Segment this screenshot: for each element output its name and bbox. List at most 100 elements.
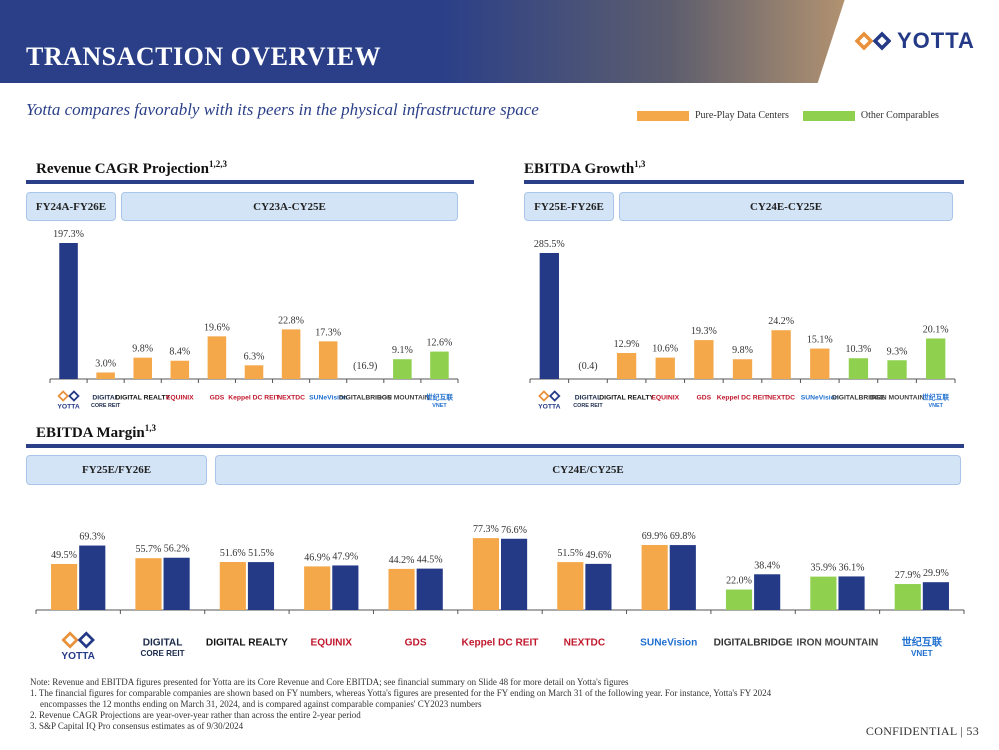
revenue-bar-label-1: 3.0% xyxy=(95,358,116,369)
growth-bar-label-4: 19.3% xyxy=(691,326,717,337)
footnote-general: Note: Revenue and EBITDA figures present… xyxy=(30,677,629,687)
revenue-yotta-mark-right-icon xyxy=(68,390,80,402)
revenue-logo-text-3: EQUINIX xyxy=(166,395,194,402)
margin-bar-label-s2-1: 56.2% xyxy=(164,544,190,555)
growth-bar-7 xyxy=(810,348,830,379)
legend-swatch-pure-play xyxy=(637,110,689,121)
growth-bar-8 xyxy=(848,358,869,379)
revenue-logo-text-6: NEXTDC xyxy=(277,395,305,402)
growth-logo-text-5: Keppel DC REIT xyxy=(717,395,769,402)
revenue-bar-label-5: 6.3% xyxy=(244,351,265,362)
growth-yotta-mark-left-icon xyxy=(538,390,550,402)
margin-bar-s2-3 xyxy=(332,565,359,610)
confidential-label: CONFIDENTIAL xyxy=(865,724,958,738)
margin-yotta-mark-right-icon xyxy=(77,631,95,649)
growth-bar-label-0: 285.5% xyxy=(534,239,565,250)
growth-logo-text-7: SUNeVision xyxy=(801,395,839,402)
revenue-logo-sub-1: CORE REIT xyxy=(91,403,121,409)
margin-bar-s1-9 xyxy=(810,576,837,610)
margin-bar-label-s1-9: 35.9% xyxy=(810,563,836,574)
margin-logo-sub-1: CORE REIT xyxy=(141,649,185,658)
margin-bar-s1-7 xyxy=(641,544,668,610)
margin-bar-s2-0 xyxy=(79,545,106,610)
margin-bar-label-s2-4: 44.5% xyxy=(417,555,443,566)
margin-bar-label-s1-1: 55.7% xyxy=(136,544,162,555)
margin-bar-s1-10 xyxy=(894,584,921,610)
growth-bar-label-5: 9.8% xyxy=(732,345,753,356)
revenue-bar-label-8: (16.9) xyxy=(353,361,377,372)
margin-logo-text-4: GDS xyxy=(405,637,427,648)
revenue-bar-label-9: 9.1% xyxy=(392,345,413,356)
margin-logo-text-2: DIGITAL REALTY xyxy=(206,637,288,648)
growth-logo-text-1: DIGITAL xyxy=(575,395,602,402)
revenue-logo-text-1: DIGITAL xyxy=(92,395,119,402)
margin-bar-s2-2 xyxy=(247,562,275,610)
margin-bar-s2-7 xyxy=(669,545,696,610)
margin-bar-s2-10 xyxy=(922,582,949,610)
margin-logo-text-3: EQUINIX xyxy=(310,637,352,648)
revenue-bar-7 xyxy=(318,341,338,379)
margin-logo-text-8: DIGITALBRIDGE xyxy=(714,637,793,648)
margin-bar-s1-2 xyxy=(219,562,246,610)
growth-bar-3 xyxy=(655,357,675,379)
growth-logo-text-4: GDS xyxy=(697,395,712,402)
legend-label-other: Other Comparables xyxy=(860,110,939,121)
confidential-footer: CONFIDENTIAL | 53 xyxy=(865,724,979,738)
margin-bar-label-s2-3: 47.9% xyxy=(332,551,358,562)
revenue-bar-label-6: 22.8% xyxy=(278,315,304,326)
margin-bar-s1-8 xyxy=(725,589,753,610)
growth-logo-text-9: IRON MOUNTAIN xyxy=(870,395,925,402)
margin-bar-label-s2-5: 76.6% xyxy=(501,525,527,536)
margin-logo-text-9: IRON MOUNTAIN xyxy=(797,637,879,648)
growth-bar-label-8: 10.3% xyxy=(845,344,871,355)
margin-logo-text-10: 世纪互联 xyxy=(902,635,943,648)
margin-bar-label-s2-9: 36.1% xyxy=(839,562,865,573)
margin-logo-text-7: SUNeVision xyxy=(640,637,697,648)
margin-bar-s1-5 xyxy=(472,538,499,610)
margin-logo-text-1: DIGITAL xyxy=(143,637,183,648)
revenue-bar-label-10: 12.6% xyxy=(427,338,453,349)
revenue-logo-text-5: Keppel DC REIT xyxy=(228,395,280,402)
ebitda-margin-rule xyxy=(26,444,964,448)
revenue-cagr-title: Revenue CAGR Projection1,2,3 xyxy=(36,159,227,178)
revenue-bar-1 xyxy=(96,372,115,379)
revenue-logo-text-2: DIGITAL REALTY xyxy=(115,395,170,402)
margin-yotta-mark-left-icon xyxy=(61,631,79,649)
revenue-logo-text-7: SUNeVision xyxy=(309,395,347,402)
margin-logo-text-6: NEXTDC xyxy=(564,637,606,648)
revenue-logo-text-0: YOTTA xyxy=(57,404,79,411)
growth-logo-sub-1: CORE REIT xyxy=(573,403,603,409)
growth-bar-label-9: 9.3% xyxy=(887,346,908,357)
revenue-bar-2 xyxy=(133,357,152,379)
growth-bar-label-7: 15.1% xyxy=(807,335,833,346)
margin-bar-label-s2-6: 49.6% xyxy=(586,550,612,561)
revenue-bar-5 xyxy=(244,365,264,379)
revenue-cagr-footnote-ref: 1,2,3 xyxy=(209,159,228,169)
revenue-bar-label-7: 17.3% xyxy=(315,327,341,338)
page-number: 53 xyxy=(966,724,979,738)
revenue-bar-4 xyxy=(207,336,227,379)
margin-peers-period-pill: CY24E/CY25E xyxy=(215,455,961,485)
margin-logo-text-0: YOTTA xyxy=(61,651,95,662)
revenue-logo-text-9: IRON MOUNTAIN xyxy=(375,395,430,402)
revenue-bar-6 xyxy=(281,329,301,379)
ebitda-growth-rule xyxy=(524,180,964,184)
margin-bar-s2-5 xyxy=(501,538,528,610)
ebitda-growth-footnote-ref: 1,3 xyxy=(634,159,646,169)
revenue-bar-0 xyxy=(59,243,78,379)
margin-bar-s1-6 xyxy=(557,562,584,610)
margin-bar-label-s1-4: 44.2% xyxy=(389,555,415,566)
page-subtitle: Yotta compares favorably with its peers … xyxy=(26,100,539,119)
ebitda-margin-footnote-ref: 1,3 xyxy=(144,423,157,433)
margin-logo-sub-10: VNET xyxy=(911,649,933,658)
yotta-logo: YOTTA xyxy=(855,28,975,54)
margin-yotta-period-pill: FY25E/FY26E xyxy=(26,455,207,485)
margin-bar-s2-1 xyxy=(163,557,190,610)
ebitda-growth-title-text: EBITDA Growth xyxy=(524,161,635,177)
revenue-bar-label-2: 9.8% xyxy=(132,344,153,355)
revenue-yotta-period-pill: FY24A-FY26E xyxy=(26,192,116,221)
margin-bar-label-s1-3: 46.9% xyxy=(304,552,330,563)
margin-bar-label-s1-6: 51.5% xyxy=(557,548,583,559)
revenue-bar-10 xyxy=(430,351,449,379)
revenue-yotta-mark-left-icon xyxy=(57,390,69,402)
